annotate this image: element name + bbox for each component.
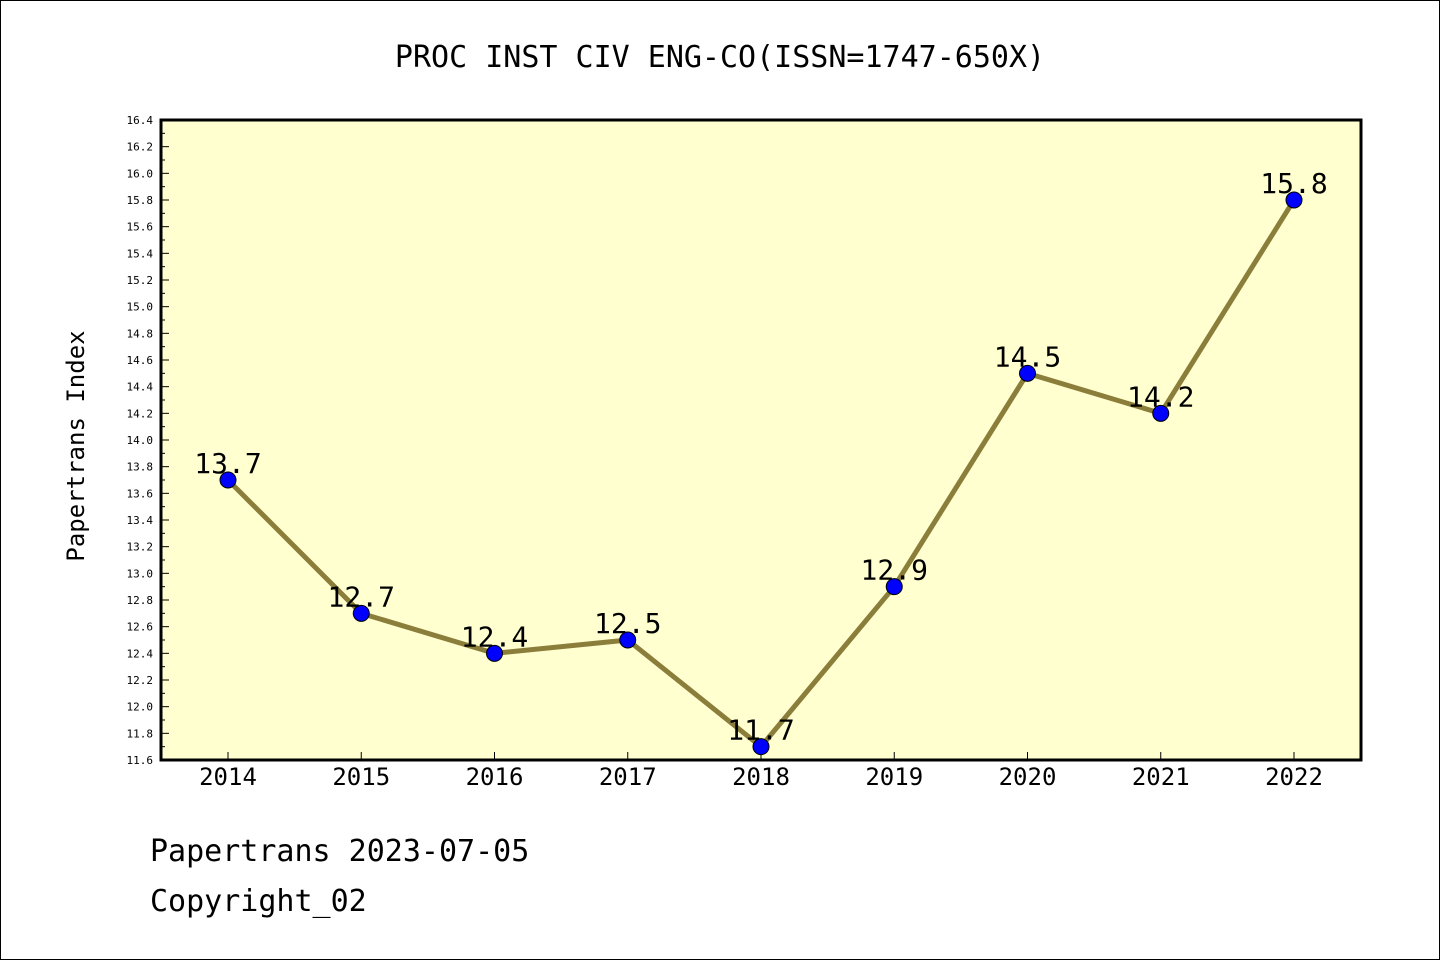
x-tick-label: 2019 — [865, 763, 923, 791]
y-tick-label: 14.4 — [127, 381, 154, 394]
data-point — [219, 471, 237, 489]
y-tick-label: 16.2 — [127, 141, 154, 154]
data-label: 14.5 — [994, 340, 1061, 373]
data-label: 14.2 — [1127, 380, 1194, 413]
y-tick-label: 12.2 — [127, 674, 154, 687]
x-axis: 2014 2015 2016 2017 2018 2019 2020 2021 2022 — [199, 752, 1323, 791]
data-label: 11.7 — [727, 714, 794, 747]
y-tick-label: 13.6 — [127, 487, 154, 500]
y-tick-label: 15.8 — [127, 194, 154, 207]
y-axis: 11.6 11.8 12.0 12.2 12.4 12.6 12.8 13.0 13.2 13.4… — [127, 114, 169, 767]
y-tick-label: 16.4 — [127, 114, 154, 127]
x-tick-label: 2015 — [332, 763, 390, 791]
data-point — [1152, 404, 1170, 422]
y-tick-label: 13.8 — [127, 461, 154, 474]
data-label: 12.7 — [328, 580, 395, 613]
plot-area — [159, 118, 1363, 762]
y-tick-label: 15.4 — [127, 247, 154, 260]
y-tick-label: 15.0 — [127, 301, 154, 314]
data-point — [752, 738, 770, 756]
y-tick-label: 11.8 — [127, 727, 154, 740]
y-tick-label: 13.2 — [127, 541, 154, 554]
y-tick-label: 15.2 — [127, 274, 154, 287]
x-tick-label: 2021 — [1132, 763, 1190, 791]
data-point — [885, 578, 903, 596]
y-tick-label: 12.6 — [127, 621, 154, 634]
y-tick-label: 14.0 — [127, 434, 154, 447]
data-label: 15.8 — [1260, 167, 1327, 200]
data-point — [619, 631, 637, 649]
x-tick-label: 2016 — [466, 763, 524, 791]
chart-title: PROC INST CIV ENG-CO(ISSN=1747-650X) — [395, 40, 1045, 75]
data-label: 12.4 — [461, 620, 528, 653]
y-tick-label: 12.8 — [127, 594, 154, 607]
y-tick-label: 16.0 — [127, 167, 154, 180]
footer-date: Papertrans 2023-07-05 — [150, 834, 530, 869]
y-axis-label: Papertrans Index — [62, 330, 90, 561]
y-tick-label: 12.4 — [127, 647, 154, 660]
data-point — [352, 604, 370, 622]
data-point — [1019, 364, 1036, 382]
data-label: 13.7 — [194, 447, 261, 480]
y-tick-label: 14.8 — [127, 327, 154, 340]
data-label: 12.5 — [594, 607, 661, 640]
y-tick-label: 14.6 — [127, 354, 154, 367]
series-layer: 13.7 12.7 12.4 12.5 11.7 12.9 14.5 14.2 15.8 — [194, 167, 1328, 756]
x-tick-label: 2014 — [199, 763, 257, 791]
y-tick-label: 13.0 — [127, 567, 154, 580]
data-point — [486, 644, 503, 662]
x-tick-label: 2018 — [732, 763, 790, 791]
x-tick-label: 2017 — [599, 763, 657, 791]
y-tick-label: 13.4 — [127, 514, 154, 527]
data-label: 12.9 — [861, 554, 928, 587]
y-tick-label: 15.6 — [127, 221, 154, 234]
data-point — [1285, 191, 1303, 209]
y-tick-label: 14.2 — [127, 407, 154, 420]
x-tick-label: 2022 — [1265, 763, 1323, 791]
y-tick-label: 12.0 — [127, 701, 154, 714]
footer-copyright: Copyright_02 — [150, 884, 367, 919]
x-tick-label: 2020 — [999, 763, 1057, 791]
y-tick-label: 11.6 — [127, 754, 154, 767]
